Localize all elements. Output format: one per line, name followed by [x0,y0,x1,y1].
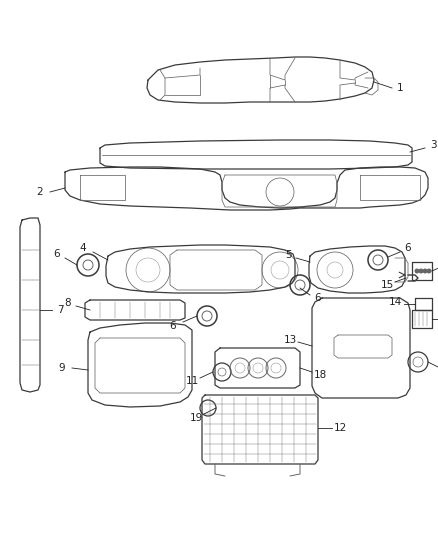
Text: 3: 3 [430,140,436,150]
Text: 6: 6 [54,249,60,259]
Text: 2: 2 [37,187,43,197]
Text: 12: 12 [333,423,346,433]
Text: 6: 6 [405,243,411,253]
Circle shape [414,269,420,273]
Circle shape [423,269,427,273]
Text: 14: 14 [389,297,402,307]
Circle shape [418,269,424,273]
Text: 1: 1 [397,83,403,93]
Text: 18: 18 [313,370,327,380]
Text: 7: 7 [57,305,64,315]
Text: 5: 5 [285,250,291,260]
Text: 8: 8 [65,298,71,308]
Text: 15: 15 [380,280,394,290]
Text: 11: 11 [185,376,198,386]
Circle shape [427,269,431,273]
Text: 6: 6 [314,293,321,303]
Text: 6: 6 [170,321,177,331]
Text: 9: 9 [59,363,65,373]
Text: 19: 19 [189,413,203,423]
Text: 4: 4 [80,243,86,253]
Text: 13: 13 [283,335,297,345]
